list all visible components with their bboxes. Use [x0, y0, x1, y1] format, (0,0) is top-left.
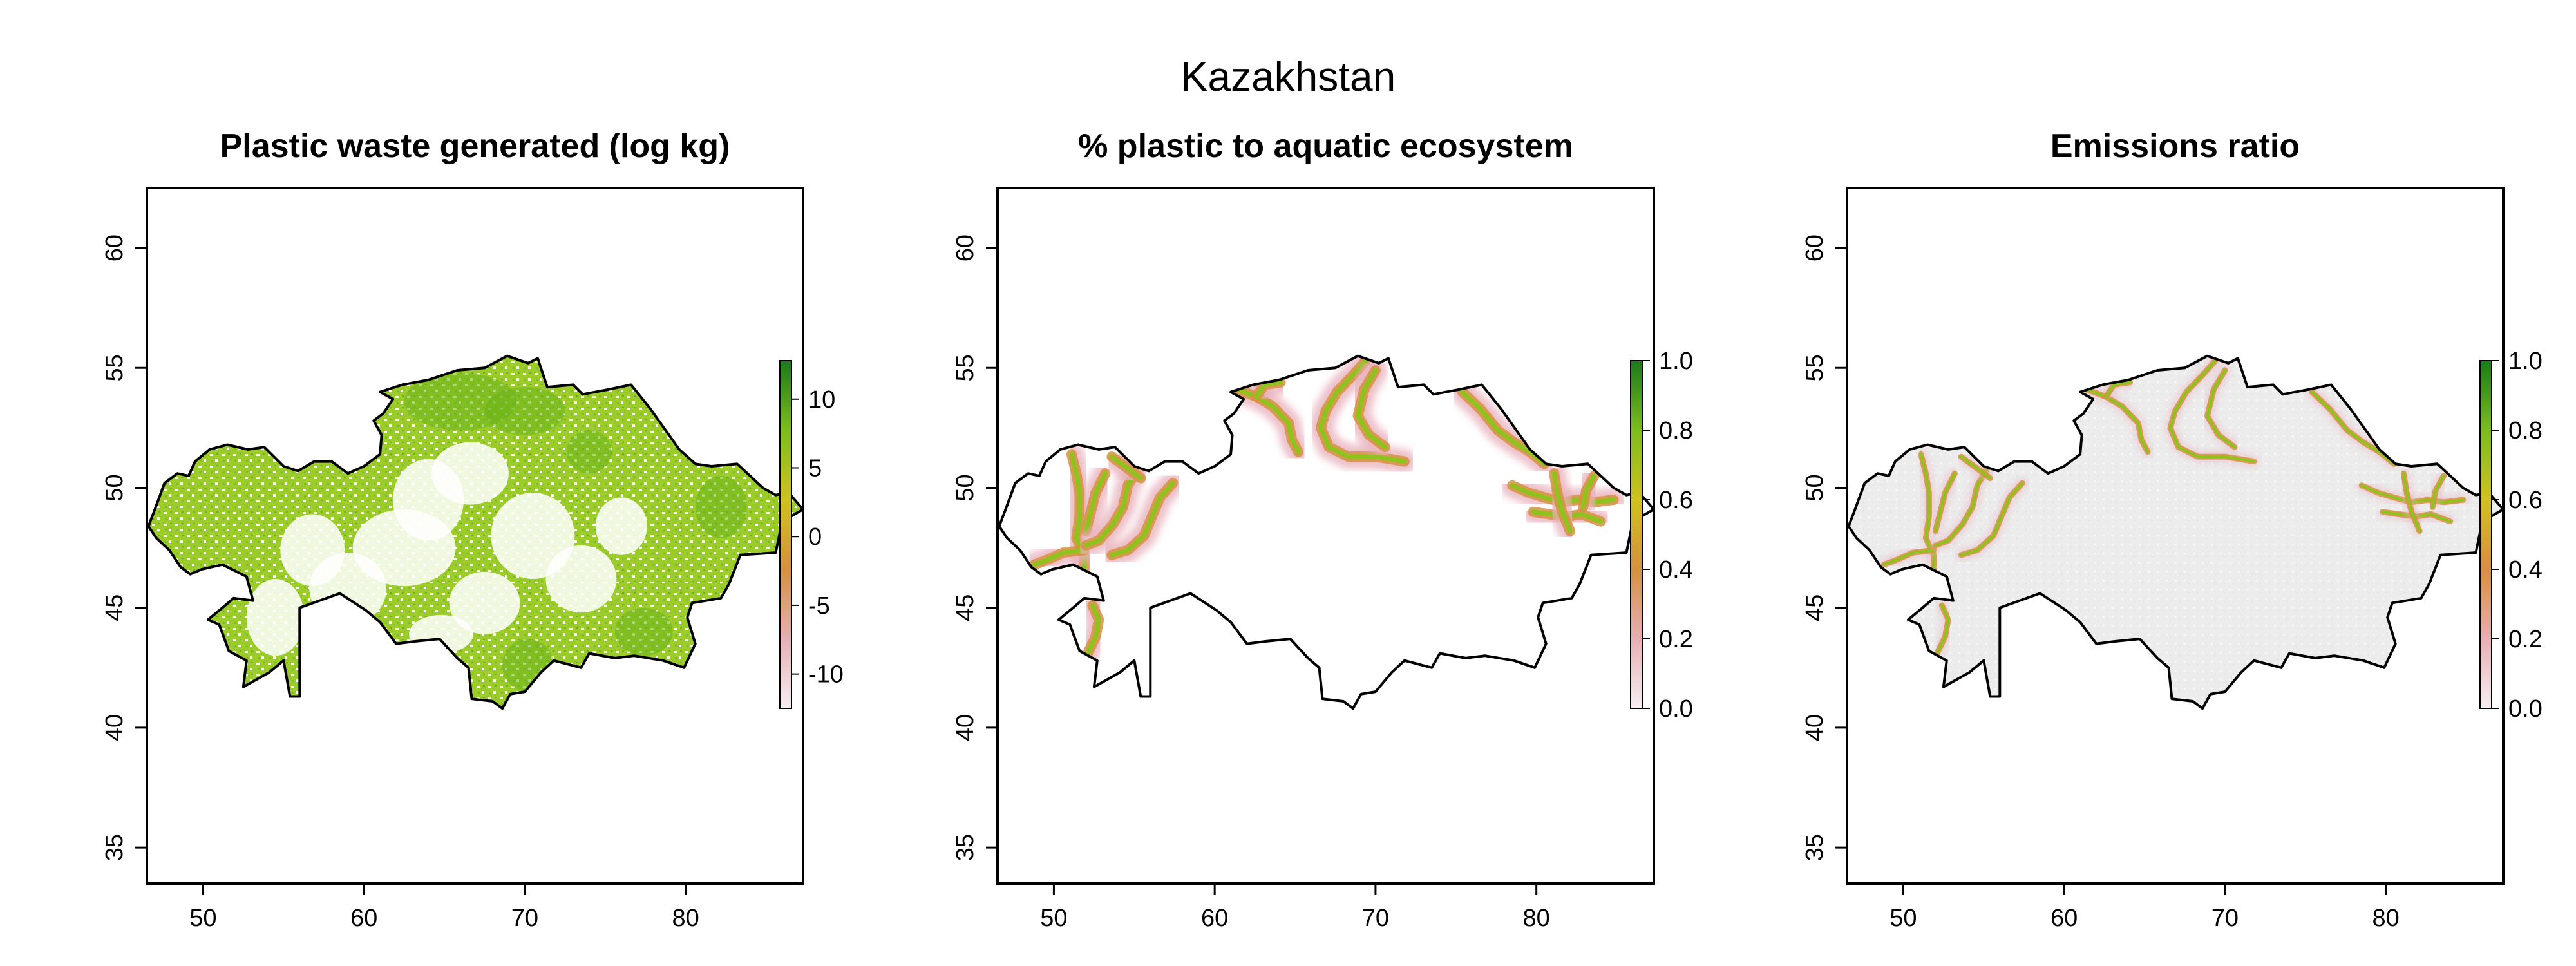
x-tick-label: 70	[2211, 905, 2239, 932]
panel-title: Emissions ratio	[2050, 128, 2300, 165]
y-tick-label: 45	[952, 594, 979, 621]
river-corridors	[1879, 355, 2468, 659]
river-corridors	[1022, 355, 1626, 666]
y-tick-label: 60	[952, 234, 979, 261]
colorbar-label: 0.8	[1659, 417, 1693, 444]
colorbar-label: 0.2	[1659, 626, 1693, 653]
x-tick-label: 70	[1362, 905, 1389, 932]
map-panel-3: Emissions ratio 50 60 70 80 35 40 45 50 55 60 1.0 0.…	[1801, 128, 2543, 932]
y-tick-label: 40	[1801, 714, 1828, 741]
y-tick-label: 60	[101, 234, 128, 261]
y-tick-label: 40	[952, 714, 979, 741]
x-tick-label: 80	[672, 905, 699, 932]
colorbar-label: 0	[808, 524, 822, 551]
colorbar-label: 0.2	[2508, 626, 2543, 653]
colorbar-label: 0.6	[2508, 487, 2543, 514]
panel-title: % plastic to aquatic ecosystem	[1078, 128, 1573, 165]
country-border	[998, 354, 1655, 710]
panel-title: Plastic waste generated (log kg)	[220, 128, 730, 165]
x-tick-label: 50	[1040, 905, 1067, 932]
x-tick-label: 50	[189, 905, 216, 932]
colorbar-label: 0.4	[2508, 556, 2543, 583]
colorbar	[2479, 360, 2492, 709]
colorbar-label: 1.0	[1659, 348, 1693, 375]
y-tick-label: 55	[1801, 354, 1828, 381]
colorbar-label: 0.0	[2508, 696, 2543, 723]
x-tick-label: 80	[2372, 905, 2400, 932]
y-tick-label: 35	[1801, 834, 1828, 861]
x-tick-label: 70	[511, 905, 538, 932]
x-tick-label: 60	[2050, 905, 2078, 932]
colorbar-label: 5	[808, 455, 822, 482]
y-tick-label: 60	[1801, 234, 1828, 261]
colorbar	[779, 360, 792, 709]
map-panel-2: % plastic to aquatic ecosystem 50 60 70 80 35…	[952, 128, 1693, 932]
plot-frame	[1846, 187, 2505, 885]
plot-frame	[996, 187, 1655, 885]
y-tick-label: 45	[101, 594, 128, 621]
colorbar-label: 0.0	[1659, 696, 1693, 723]
plot-frame	[146, 187, 804, 885]
x-tick-label: 80	[1523, 905, 1550, 932]
country-fill	[999, 355, 1654, 709]
y-tick-label: 55	[952, 354, 979, 381]
map-panel-1: Plastic waste generated (log kg)50 60 70 80…	[101, 128, 844, 932]
y-tick-label: 35	[952, 834, 979, 861]
country-border	[147, 354, 804, 710]
colorbar	[1630, 360, 1643, 709]
colorbar-label: 0.4	[1659, 556, 1693, 583]
colorbar-label: 1.0	[2508, 348, 2543, 375]
colorbar-label: -5	[808, 592, 830, 620]
country-border	[1847, 354, 2505, 710]
y-tick-label: 50	[101, 474, 128, 501]
colorbar-label: 0.8	[2508, 417, 2543, 444]
colorbar-label: 0.6	[1659, 487, 1693, 514]
colorbar-label: 10	[808, 386, 835, 413]
figure-title: Kazakhstan	[1180, 53, 1396, 100]
x-tick-label: 60	[350, 905, 377, 932]
country-fill	[1848, 355, 2503, 709]
x-tick-label: 50	[1889, 905, 1917, 932]
y-tick-label: 45	[1801, 594, 1828, 621]
y-tick-label: 50	[1801, 474, 1828, 501]
y-tick-label: 35	[101, 834, 128, 861]
x-tick-label: 60	[1201, 905, 1228, 932]
colorbar-label: -10	[808, 661, 844, 688]
y-tick-label: 55	[101, 354, 128, 381]
y-tick-label: 50	[952, 474, 979, 501]
y-tick-label: 40	[101, 714, 128, 741]
